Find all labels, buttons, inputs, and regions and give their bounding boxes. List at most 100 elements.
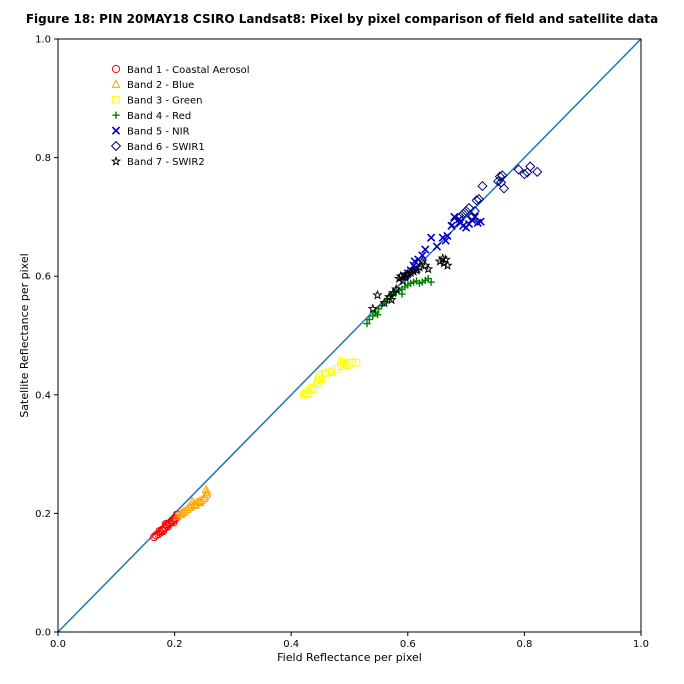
data-point (513, 164, 524, 175)
legend-item: Band 2 - Blue (111, 79, 194, 91)
data-point (363, 320, 371, 328)
data-point (390, 283, 402, 294)
data-point (438, 257, 450, 268)
y-tick-label: 0.0 (35, 628, 51, 639)
data-point (328, 367, 336, 375)
legend-label: Band 5 - NIR (127, 126, 190, 137)
x-tick: 0.4 (283, 632, 299, 650)
data-point (177, 508, 187, 517)
legend-marker (112, 111, 120, 119)
y-tick: 1.0 (35, 35, 58, 46)
series-4 (363, 274, 435, 328)
data-point (155, 527, 164, 536)
data-point (150, 533, 159, 542)
legend-marker (112, 96, 120, 104)
data-point (372, 289, 383, 300)
data-point (477, 180, 488, 192)
series-6 (449, 161, 543, 228)
data-point (169, 518, 178, 527)
data-point (315, 370, 323, 379)
x-tick: 0.8 (516, 632, 532, 650)
data-point (408, 266, 419, 276)
data-point (332, 364, 341, 373)
x-axis-ticks: 0.0 0.2 0.4 0.6 0.8 1.0 (50, 632, 649, 650)
legend-item: Band 7 - SWIR2 (110, 155, 205, 168)
x-tick-label: 0.2 (167, 639, 183, 650)
data-point (495, 177, 507, 188)
data-point (463, 202, 475, 214)
data-point (171, 514, 180, 523)
legend-item: Band 3 - Green (112, 96, 202, 107)
data-point (473, 194, 485, 205)
data-point (191, 499, 200, 509)
data-point (348, 358, 357, 366)
data-point (352, 358, 361, 367)
x-tick: 1.0 (633, 632, 649, 650)
data-point (393, 273, 405, 283)
chart-title: Figure 18: PIN 20MAY18 CSIRO Landsat8: P… (25, 12, 659, 26)
data-point (532, 166, 543, 177)
y-tick-label: 0.8 (35, 153, 51, 164)
data-point (337, 357, 346, 366)
data-point (386, 294, 397, 305)
data-point (173, 511, 182, 520)
legend-label: Band 1 - Coastal Aerosol (127, 65, 250, 76)
data-point (494, 171, 506, 182)
data-point (201, 484, 211, 494)
data-point (455, 211, 466, 223)
data-point (200, 491, 210, 501)
legend-label: Band 3 - Green (127, 96, 202, 107)
series-7 (367, 252, 453, 314)
data-point (443, 231, 452, 241)
data-point (398, 290, 406, 298)
y-axis-label: Satellite Reflectance per pixel (18, 253, 31, 417)
data-point (414, 261, 425, 272)
data-point (401, 269, 412, 280)
data-point (310, 385, 319, 393)
data-point (417, 255, 428, 266)
data-point (418, 251, 427, 260)
x-tick-label: 1.0 (633, 639, 649, 650)
data-point (469, 205, 480, 217)
data-point (460, 205, 472, 217)
legend-marker (110, 140, 122, 152)
data-point (421, 245, 430, 254)
data-point (441, 236, 450, 245)
y-axis-ticks: 0.0 0.2 0.4 0.6 0.8 1.0 (35, 35, 58, 639)
x-tick: 0.0 (50, 632, 66, 650)
data-point (178, 506, 188, 516)
x-tick-label: 0.8 (516, 639, 532, 650)
legend-label: Band 4 - Red (127, 111, 191, 122)
series-2 (173, 484, 212, 520)
legend-item: Band 6 - SWIR1 (110, 140, 205, 153)
legend-marker (110, 155, 122, 166)
y-tick: 0.4 (35, 390, 58, 401)
y-tick-label: 0.4 (35, 390, 51, 401)
x-tick-label: 0.4 (283, 639, 299, 650)
y-tick: 0.0 (35, 628, 58, 639)
legend-label: Band 7 - SWIR2 (127, 157, 205, 168)
data-point (449, 217, 460, 228)
data-point (458, 208, 469, 220)
data-point (379, 297, 390, 308)
data-point (367, 303, 378, 314)
data-point (471, 195, 482, 206)
x-tick-label: 0.6 (400, 639, 416, 650)
data-point (426, 233, 436, 242)
y-tick-label: 0.2 (35, 509, 51, 520)
legend-label: Band 6 - SWIR1 (127, 142, 205, 153)
data-point (306, 386, 314, 394)
legend-item: Band 1 - Coastal Aerosol (111, 65, 250, 76)
x-tick: 0.6 (400, 632, 416, 650)
data-point (519, 169, 530, 180)
data-point (373, 311, 382, 319)
data-points-layer (150, 161, 543, 542)
data-point (427, 278, 435, 286)
data-point (442, 260, 453, 270)
x-axis-label: Field Reflectance per pixel (277, 651, 422, 664)
series-3 (300, 357, 361, 399)
data-point (161, 519, 170, 529)
data-point (476, 217, 485, 226)
y-tick-label: 0.6 (35, 272, 51, 283)
